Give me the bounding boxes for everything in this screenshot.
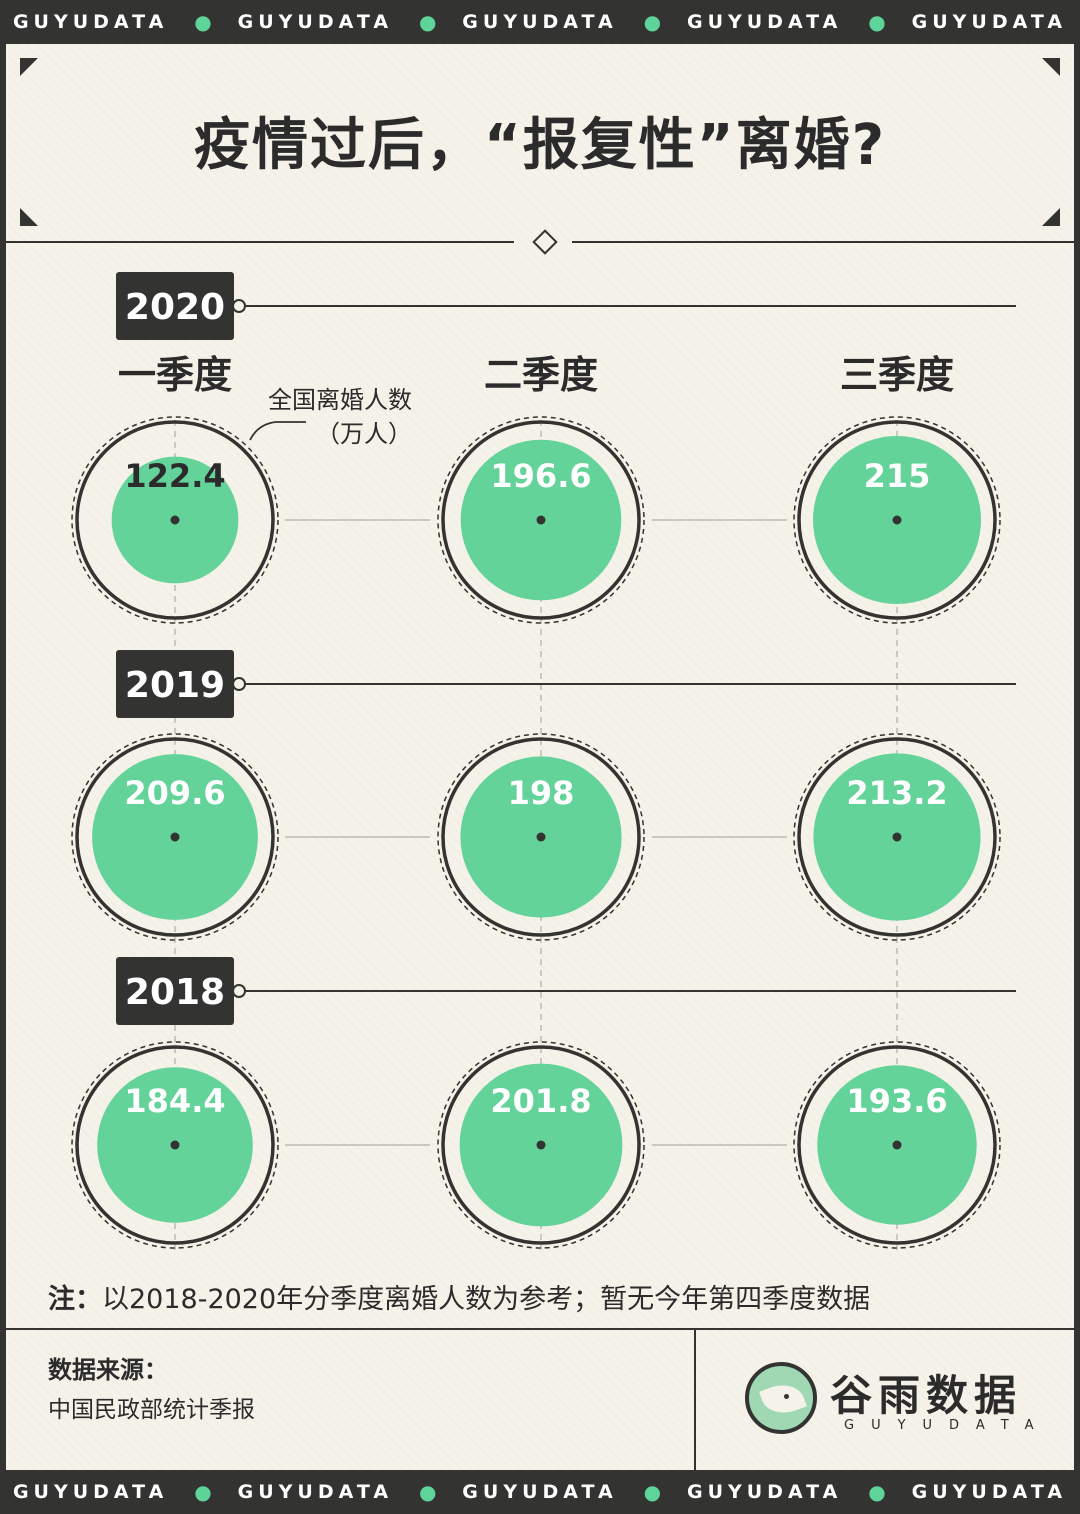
corner-mark bbox=[1042, 58, 1060, 76]
band-text: GUYUDATA bbox=[911, 1481, 1068, 1503]
band-text: GUYUDATA bbox=[686, 11, 843, 33]
dot-icon: ● bbox=[868, 1480, 886, 1504]
dot-icon: ● bbox=[643, 1480, 662, 1504]
band-text: GUYUDATA bbox=[462, 11, 618, 33]
band-text: GUYUDATA bbox=[911, 11, 1068, 33]
band-text: GUYUDATA bbox=[686, 1481, 843, 1503]
title-divider bbox=[6, 241, 514, 243]
bird-logo-icon bbox=[745, 1362, 817, 1434]
dot-icon: ● bbox=[194, 1480, 212, 1504]
outer-dashed-ring bbox=[71, 416, 279, 624]
outer-ring bbox=[797, 1045, 997, 1245]
annotation-unit: （万人） bbox=[316, 420, 412, 448]
year-badge bbox=[116, 957, 234, 1025]
source-label: 数据来源： bbox=[48, 1356, 168, 1384]
outer-dashed-ring bbox=[793, 1041, 1001, 1249]
year-badge-knob bbox=[232, 299, 246, 313]
value-label: 213.2 bbox=[846, 774, 947, 812]
column-header: 二季度 bbox=[484, 353, 598, 397]
footnote-label: 注： bbox=[48, 1284, 102, 1315]
value-label: 215 bbox=[864, 457, 931, 495]
year-label: 2019 bbox=[125, 665, 225, 706]
band-text: GUYUDATA bbox=[12, 11, 169, 33]
outer-dashed-ring bbox=[793, 733, 1001, 941]
source-value: 中国民政部统计季报 bbox=[48, 1397, 255, 1423]
band-text: GUYUDATA bbox=[237, 11, 394, 33]
outer-ring bbox=[441, 1045, 641, 1245]
year-label: 2020 bbox=[125, 287, 225, 328]
center-dot bbox=[170, 832, 180, 842]
logo-name: 谷雨数据 bbox=[830, 1371, 1023, 1420]
value-label: 196.6 bbox=[490, 457, 591, 495]
outer-ring bbox=[75, 737, 275, 937]
column-header: 一季度 bbox=[118, 353, 232, 397]
value-label: 198 bbox=[508, 774, 575, 812]
outer-ring bbox=[75, 420, 275, 620]
outer-dashed-ring bbox=[71, 1041, 279, 1249]
page-title: 疫情过后，“报复性”离婚? bbox=[193, 113, 887, 178]
value-label: 201.8 bbox=[490, 1082, 591, 1120]
outer-dashed-ring bbox=[437, 1041, 645, 1249]
title-divider bbox=[572, 241, 1074, 243]
center-dot bbox=[892, 1140, 902, 1150]
footnote: 注：以2018-2020年分季度离婚人数为参考；暂无今年第四季度数据 bbox=[48, 1277, 870, 1316]
year-badge-knob bbox=[232, 677, 246, 691]
year-badge-knob bbox=[232, 984, 246, 998]
center-dot bbox=[536, 832, 546, 842]
outer-dashed-ring bbox=[71, 733, 279, 941]
year-badge bbox=[116, 650, 234, 718]
annotation-text: 全国离婚人数 bbox=[268, 386, 412, 414]
outer-ring bbox=[441, 737, 641, 937]
outer-dashed-ring bbox=[793, 416, 1001, 624]
leaf-shape bbox=[759, 1378, 807, 1420]
dot-icon: ● bbox=[418, 10, 437, 34]
center-dot bbox=[170, 515, 180, 525]
logo-subtitle: GUYUDATA bbox=[844, 1418, 1051, 1433]
frame-left bbox=[0, 44, 6, 1470]
value-label: 193.6 bbox=[846, 1082, 947, 1120]
outer-ring bbox=[441, 420, 641, 620]
top-brand-band: GUYUDATA ● GUYUDATA ● GUYUDATA ● GUYUDAT… bbox=[0, 0, 1080, 44]
outer-dashed-ring bbox=[437, 733, 645, 941]
center-dot bbox=[170, 1140, 180, 1150]
value-label: 184.4 bbox=[124, 1082, 225, 1120]
center-dot bbox=[536, 515, 546, 525]
year-badge bbox=[116, 272, 234, 340]
band-text: GUYUDATA bbox=[12, 1481, 169, 1503]
year-label: 2018 bbox=[125, 972, 225, 1013]
footnote-text: 以2018-2020年分季度离婚人数为参考；暂无今年第四季度数据 bbox=[102, 1284, 871, 1315]
corner-mark bbox=[1042, 208, 1060, 226]
band-text: GUYUDATA bbox=[237, 1481, 394, 1503]
eye-dot bbox=[784, 1394, 789, 1399]
dot-icon: ● bbox=[868, 10, 886, 34]
center-dot bbox=[892, 515, 902, 525]
band-text: GUYUDATA bbox=[462, 1481, 618, 1503]
center-dot bbox=[536, 1140, 546, 1150]
corner-mark bbox=[20, 208, 38, 226]
corner-mark bbox=[20, 58, 38, 76]
value-label: 209.6 bbox=[124, 774, 225, 812]
column-header: 三季度 bbox=[840, 353, 954, 397]
annotation-leader bbox=[249, 421, 306, 441]
center-dot bbox=[892, 832, 902, 842]
value-label: 122.4 bbox=[124, 457, 225, 495]
footer-vertical-divider bbox=[694, 1330, 696, 1470]
bottom-brand-band: GUYUDATA ● GUYUDATA ● GUYUDATA ● GUYUDAT… bbox=[0, 1470, 1080, 1514]
outer-dashed-ring bbox=[437, 416, 645, 624]
footer-divider bbox=[6, 1328, 1074, 1330]
dot-icon: ● bbox=[194, 10, 212, 34]
dot-icon: ● bbox=[418, 1480, 437, 1504]
outer-ring bbox=[75, 1045, 275, 1245]
frame-right bbox=[1074, 44, 1080, 1470]
outer-ring bbox=[797, 737, 997, 937]
dot-icon: ● bbox=[643, 10, 662, 34]
outer-ring bbox=[797, 420, 997, 620]
